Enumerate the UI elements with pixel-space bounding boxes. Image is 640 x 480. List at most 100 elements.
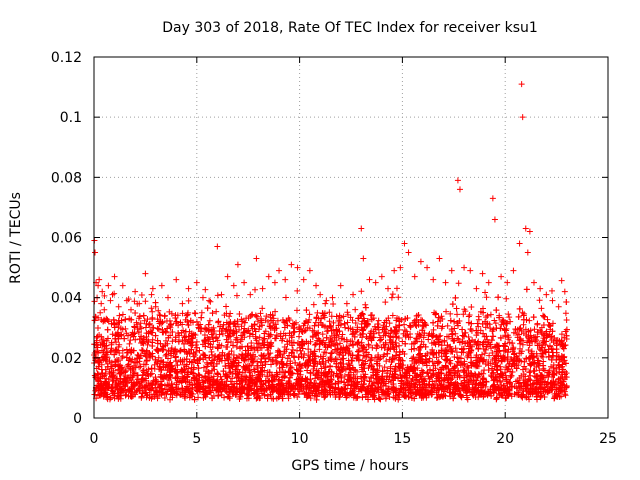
data-point <box>358 288 365 295</box>
data-point <box>443 308 450 315</box>
data-point <box>193 338 200 345</box>
data-point <box>229 375 236 382</box>
data-point <box>328 350 335 357</box>
data-point <box>545 354 552 361</box>
data-point <box>544 316 551 323</box>
data-point <box>223 303 230 310</box>
data-point <box>507 374 514 381</box>
data-point <box>553 346 560 353</box>
data-point <box>388 294 395 301</box>
data-point <box>312 375 319 382</box>
data-point <box>538 305 545 312</box>
data-point <box>390 344 397 351</box>
data-point <box>322 300 329 307</box>
data-point <box>92 313 99 320</box>
data-point <box>449 301 456 308</box>
data-point <box>410 354 417 361</box>
data-point <box>248 339 255 346</box>
data-point <box>155 326 162 333</box>
data-point <box>470 392 477 399</box>
data-points <box>91 81 570 403</box>
data-point <box>168 310 175 317</box>
data-point <box>509 369 516 376</box>
data-point <box>260 336 267 343</box>
data-point <box>497 377 504 384</box>
data-point <box>252 286 259 293</box>
data-point <box>541 313 548 320</box>
data-point <box>438 313 445 320</box>
data-point <box>383 358 390 365</box>
data-point <box>465 334 472 341</box>
data-point <box>173 379 180 386</box>
data-point <box>129 356 136 363</box>
data-point <box>185 297 192 304</box>
data-point <box>362 301 369 308</box>
data-point <box>389 291 396 298</box>
data-point <box>295 333 302 340</box>
data-point <box>449 330 456 337</box>
data-point <box>460 311 467 318</box>
data-point <box>309 334 316 341</box>
data-point <box>326 362 333 369</box>
data-point <box>163 317 170 324</box>
data-point <box>138 291 145 298</box>
data-point <box>492 320 499 327</box>
data-point <box>558 277 565 284</box>
data-point <box>236 310 243 317</box>
data-point <box>549 320 556 327</box>
data-point <box>362 304 369 311</box>
data-point <box>142 298 149 305</box>
data-point <box>525 347 532 354</box>
data-point <box>420 334 427 341</box>
data-point <box>191 309 198 316</box>
data-point <box>475 323 482 330</box>
data-point <box>530 314 537 321</box>
data-point <box>342 324 349 331</box>
data-point <box>131 298 138 305</box>
data-point <box>327 323 334 330</box>
data-point <box>401 393 408 400</box>
data-point <box>474 320 481 327</box>
data-point <box>226 313 233 320</box>
data-point <box>132 309 139 316</box>
data-point <box>205 369 212 376</box>
data-point <box>459 326 466 333</box>
data-point <box>352 306 359 313</box>
data-point <box>252 312 259 319</box>
data-point <box>506 314 513 321</box>
data-point <box>182 328 189 335</box>
data-point <box>487 311 494 318</box>
data-point <box>256 334 263 341</box>
data-point <box>95 371 102 378</box>
data-point <box>116 312 123 319</box>
data-point <box>149 336 156 343</box>
data-point <box>306 311 313 318</box>
data-point <box>454 358 461 365</box>
data-point <box>408 346 415 353</box>
data-point <box>193 318 200 325</box>
data-point <box>519 366 526 373</box>
data-point <box>214 292 221 299</box>
data-point <box>563 316 570 323</box>
data-point <box>453 305 460 312</box>
data-point <box>144 341 151 348</box>
data-point <box>198 314 205 321</box>
data-point <box>293 307 300 314</box>
data-point <box>202 286 209 293</box>
data-point <box>382 299 389 306</box>
data-point <box>207 298 214 305</box>
data-point <box>155 307 162 314</box>
data-point <box>523 286 530 293</box>
data-point <box>375 317 382 324</box>
data-point <box>210 373 217 380</box>
data-point <box>295 391 302 398</box>
data-point <box>376 337 383 344</box>
data-point <box>483 294 490 301</box>
data-point <box>173 358 180 365</box>
data-point <box>183 312 190 319</box>
data-point <box>540 312 547 319</box>
data-point <box>336 312 343 319</box>
data-point <box>198 309 205 316</box>
data-point <box>204 305 211 312</box>
